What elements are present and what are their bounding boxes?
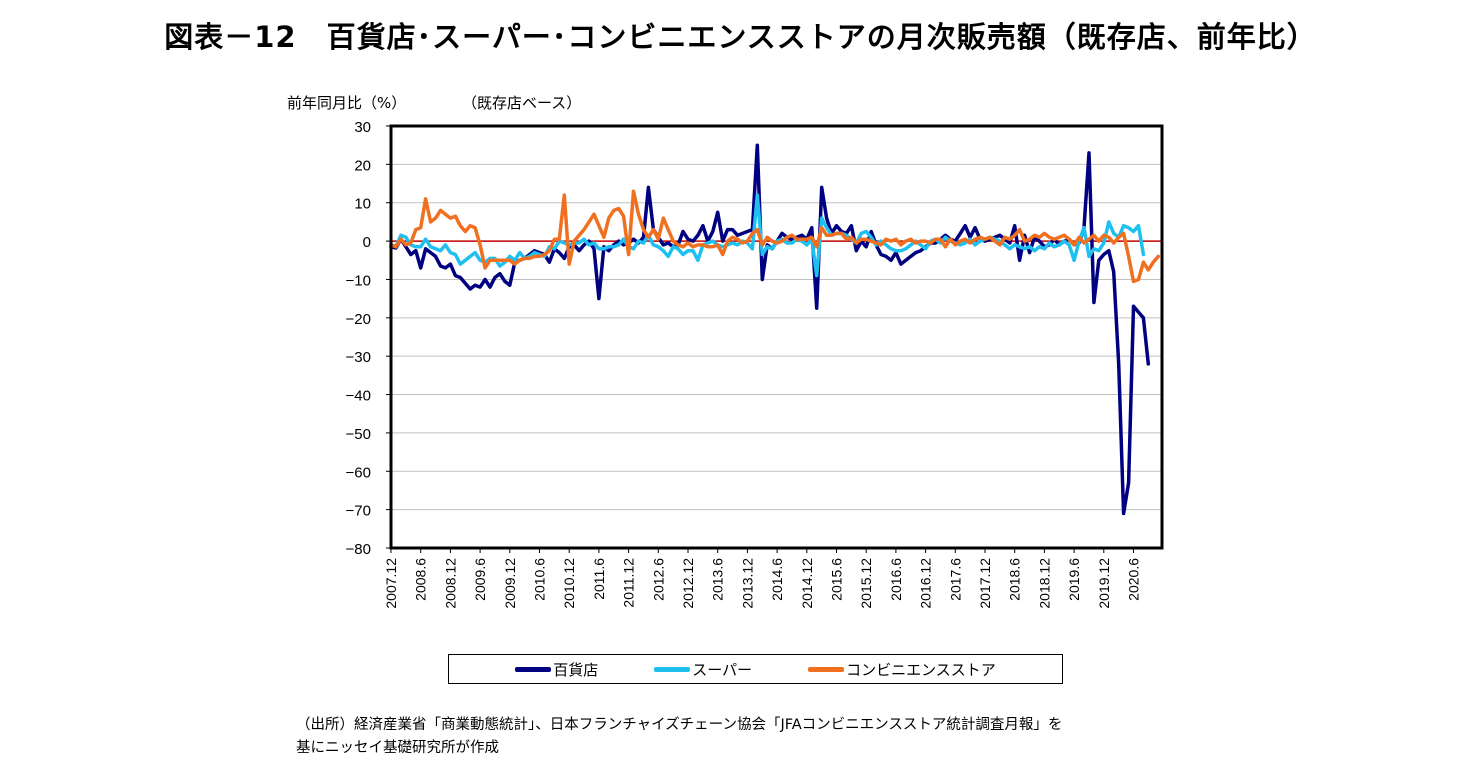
source-note: （出所）経済産業省「商業動態統計」、日本フランチャイズチェーン協会「JFAコンビ… (296, 714, 1062, 760)
y-tick-label: 10 (354, 196, 371, 213)
chart-title: 図表－12 百貨店･スーパー･コンビニエンスストアの月次販売額（既存店、前年比） (164, 20, 1317, 54)
x-tick-label: 2017.6 (947, 558, 963, 601)
legend-item-super: スーパー (654, 659, 752, 680)
x-tick-label: 2014.12 (799, 558, 815, 609)
x-tick-label: 2010.6 (532, 558, 548, 601)
x-tick-label: 2020.6 (1126, 558, 1142, 601)
x-tick-label: 2010.12 (561, 558, 577, 609)
legend-label-super: スーパー (692, 660, 753, 679)
x-tick-label: 2008.6 (413, 558, 429, 601)
gridlines (391, 163, 1162, 511)
y-tick-label: 20 (354, 157, 371, 174)
y-tick-label: −50 (346, 426, 371, 443)
y-tick-label: −20 (346, 311, 371, 328)
plot-frame (389, 124, 1164, 550)
y-axis-label: 前年同月比（%） (287, 94, 407, 112)
x-tick-label: 2013.12 (739, 558, 755, 609)
x-tick-label: 2019.12 (1096, 558, 1112, 609)
x-tick-label: 2016.12 (918, 558, 934, 609)
x-tick-label: 2015.12 (858, 558, 874, 609)
x-tick-label: 2018.6 (1007, 558, 1023, 601)
x-tick-label: 2016.6 (888, 558, 904, 601)
series-line-super (389, 193, 1146, 278)
legend-swatch-super (654, 666, 691, 672)
x-tick-label: 2017.12 (977, 558, 993, 609)
legend-swatch-dept (515, 666, 552, 672)
series-line-cvs (389, 189, 1161, 284)
x-axis-ticks: 2007.12 2008.6 2008.12 2009.6 2009.12 2010.6 2… (383, 548, 1142, 609)
series-lines (389, 143, 1161, 516)
x-tick-label: 2011.12 (621, 558, 637, 608)
x-tick-label: 2015.6 (829, 558, 845, 601)
x-tick-label: 2009.6 (472, 558, 488, 601)
series-line-dept (389, 143, 1151, 516)
legend-label-cvs: コンビニエンスストア (846, 660, 996, 679)
y-tick-label: −30 (346, 349, 371, 366)
y-tick-label: 30 (354, 119, 371, 136)
x-tick-label: 2014.6 (769, 558, 785, 601)
y-tick-label: −80 (346, 541, 371, 558)
y-tick-label: 0 (363, 234, 371, 251)
y-tick-label: −70 (346, 503, 371, 520)
x-tick-label: 2011.6 (591, 558, 607, 600)
y-tick-label: −40 (346, 388, 371, 405)
x-tick-label: 2012.12 (680, 558, 696, 609)
legend-swatch-cvs (808, 666, 845, 672)
legend-item-cvs: コンビニエンスストア (808, 659, 996, 680)
source-line-1: （出所）経済産業省「商業動態統計」、日本フランチャイズチェーン協会「JFAコンビ… (296, 717, 1063, 733)
y-axis-ticks: 30 20 10 0 −10 −20 −30 −40 −50 −60 −70 −80 (346, 119, 391, 558)
y-tick-label: −10 (346, 272, 371, 289)
x-tick-label: 2008.12 (442, 558, 458, 609)
x-tick-label: 2009.12 (502, 558, 518, 609)
legend-item-dept: 百貨店 (515, 659, 598, 680)
x-tick-label: 2012.6 (650, 558, 666, 601)
source-line-2: 基にニッセイ基礎研究所が作成 (296, 740, 499, 756)
x-tick-label: 2007.12 (383, 558, 399, 609)
legend: 百貨店 スーパー コンビニエンスストア (448, 654, 1063, 684)
x-tick-label: 2019.6 (1066, 558, 1082, 601)
chart-subtitle: （既存店ベース） (462, 94, 582, 112)
x-tick-label: 2013.6 (710, 558, 726, 601)
legend-label-dept: 百貨店 (553, 660, 599, 679)
x-tick-label: 2018.12 (1036, 558, 1052, 609)
y-tick-label: −60 (346, 464, 371, 481)
